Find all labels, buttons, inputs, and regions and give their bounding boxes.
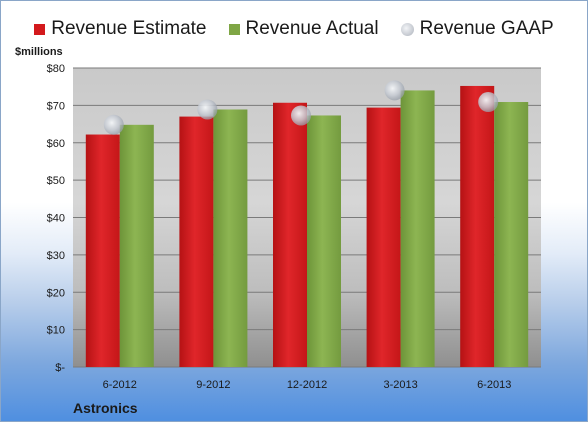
y-tick-label: $10 xyxy=(47,325,65,337)
legend-swatch-gaap xyxy=(400,22,414,36)
legend-label-gaap: Revenue GAAP xyxy=(419,18,554,39)
x-tick-label: 9-2012 xyxy=(196,379,230,391)
bar-revenue-estimate xyxy=(366,107,401,368)
bar-revenue-estimate xyxy=(273,102,307,367)
legend-item-actual: Revenue Actual xyxy=(228,18,379,40)
y-tick-label: $50 xyxy=(47,175,65,187)
y-tick-label: $40 xyxy=(47,213,65,225)
legend-label-estimate: Revenue Estimate xyxy=(51,18,207,39)
company-name: Astronics xyxy=(73,400,138,416)
legend-item-estimate: Revenue Estimate xyxy=(34,18,207,40)
marker-revenue-gaap xyxy=(384,80,405,101)
x-tick-label: 3-2013 xyxy=(383,379,417,391)
y-tick-label: $- xyxy=(55,362,65,374)
y-tick-label: $60 xyxy=(47,138,65,150)
x-tick-label: 6-2013 xyxy=(477,379,511,391)
legend-item-gaap: Revenue GAAP xyxy=(400,18,554,40)
x-tick-label: 6-2012 xyxy=(103,379,137,391)
bar-revenue-actual xyxy=(119,124,154,367)
marker-revenue-gaap xyxy=(478,92,499,113)
y-axis-ticks: $- $10 $20 $30 $40 $50 $60 $70 $80 xyxy=(47,63,66,374)
bars xyxy=(85,85,529,368)
legend-swatch-estimate xyxy=(34,23,46,35)
marker-revenue-gaap xyxy=(197,99,218,120)
x-axis-ticks: 6-2012 9-2012 12-2012 3-2013 6-2013 xyxy=(103,379,512,391)
legend-swatch-actual xyxy=(228,23,240,35)
legend-label-actual: Revenue Actual xyxy=(245,18,379,39)
bar-revenue-actual xyxy=(213,109,248,367)
chart-legend: Revenue Estimate Revenue Actual Revenue … xyxy=(1,18,587,40)
marker-revenue-gaap xyxy=(291,105,311,126)
bar-revenue-estimate xyxy=(179,116,214,368)
bar-revenue-estimate xyxy=(460,85,495,367)
bar-revenue-estimate xyxy=(85,134,120,367)
y-tick-label: $80 xyxy=(47,63,65,75)
y-tick-label: $70 xyxy=(47,100,65,112)
bar-revenue-actual xyxy=(494,102,529,367)
y-axis-unit-label: $millions xyxy=(15,46,63,58)
bar-revenue-actual xyxy=(307,115,341,367)
bar-revenue-actual xyxy=(400,90,435,368)
y-tick-label: $20 xyxy=(47,287,65,299)
x-tick-label: 12-2012 xyxy=(287,379,327,391)
y-tick-label: $30 xyxy=(47,250,65,262)
gaap-markers xyxy=(103,80,499,135)
marker-revenue-gaap xyxy=(103,114,124,135)
